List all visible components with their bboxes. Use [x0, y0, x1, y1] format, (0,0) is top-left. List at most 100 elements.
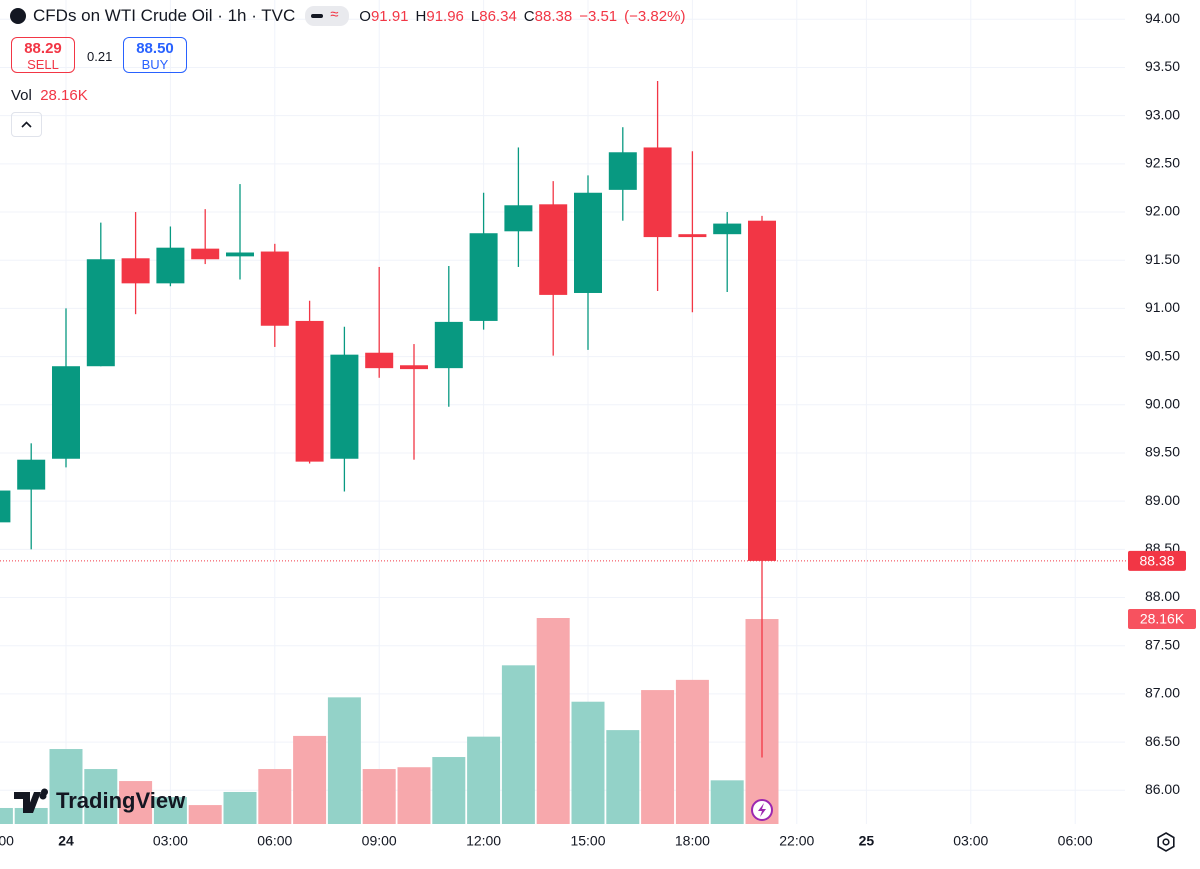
- volume-bar: [84, 769, 118, 824]
- y-tick-label: 92.00: [1145, 203, 1180, 219]
- volume-bar: [501, 665, 535, 824]
- ohlc-low: L86.34: [471, 8, 517, 25]
- volume-bar: [327, 697, 361, 824]
- ohlc-label: C: [523, 7, 535, 25]
- x-tick-label: 22:00: [779, 833, 814, 849]
- y-tick-label: 94.00: [1145, 10, 1180, 26]
- volume-bar: [432, 757, 466, 824]
- y-tick-label: 89.00: [1145, 492, 1180, 508]
- sell-price: 88.29: [24, 40, 62, 57]
- y-tick-label: 91.50: [1145, 251, 1180, 267]
- buy-button[interactable]: 88.50 BUY: [123, 37, 187, 73]
- y-tick-label: 86.50: [1145, 733, 1180, 749]
- ohlc-open: O91.91: [359, 8, 408, 25]
- ohlc-value: 86.34: [479, 7, 517, 25]
- y-tick-label: 90.00: [1145, 395, 1180, 411]
- legend-header: CFDs on WTI Crude Oil · 1h · TVC ≈ O91.9…: [10, 6, 692, 26]
- symbol-icon: [10, 8, 26, 24]
- buy-label: BUY: [141, 57, 169, 72]
- ohlc-value: 91.96: [426, 7, 464, 25]
- volume-badge: [1128, 609, 1196, 630]
- candle-body: [504, 205, 533, 232]
- ohlc-high: H91.96: [416, 8, 464, 25]
- y-tick-label: 92.50: [1145, 155, 1180, 171]
- volume-layer: [0, 618, 779, 824]
- y-tick-label: 88.00: [1145, 588, 1180, 604]
- volume-bar: [153, 797, 187, 824]
- watermark: TradingView: [56, 788, 186, 813]
- x-tick-label: 03:00: [953, 833, 988, 849]
- volume-bar: [258, 769, 292, 824]
- candle-body: [365, 352, 394, 369]
- volume-bar: [14, 807, 48, 824]
- label-layer: 86.00 86.50 87.00 87.50 88.00 88.50 89.00 89.50…: [0, 10, 1196, 849]
- y-tick-label: 93.00: [1145, 106, 1180, 122]
- volume-bar: [675, 679, 709, 824]
- last-price-badge: [1128, 550, 1186, 571]
- volume-badge-label: 28.16K: [1140, 611, 1185, 627]
- candle-body: [434, 321, 463, 369]
- ohlc-label: H: [415, 7, 427, 25]
- volume-bar: [49, 749, 83, 824]
- x-tick-label: 06:00: [1058, 833, 1093, 849]
- candle-layer: [0, 80, 1128, 758]
- y-tick-label: 86.00: [1145, 781, 1180, 797]
- candle-body: [226, 252, 254, 257]
- volume-bar: [293, 735, 327, 824]
- volume-bar: [467, 736, 501, 824]
- sell-label: SELL: [27, 57, 59, 72]
- ohlc-label: O: [359, 7, 371, 25]
- spread: 0.21: [87, 49, 113, 64]
- compare-pill[interactable]: ≈: [305, 6, 350, 26]
- change: −3.51: [579, 7, 618, 25]
- volume-bar: [119, 781, 153, 824]
- volume-bar: [0, 807, 13, 824]
- bolt-icon[interactable]: [751, 799, 773, 821]
- x-tick-label: 25: [859, 833, 875, 849]
- volume-bar: [188, 805, 222, 824]
- ohlc-label: L: [470, 7, 480, 25]
- candle-body: [678, 234, 707, 238]
- volume-bar: [362, 769, 396, 824]
- x-tick-label: 12:00: [466, 833, 501, 849]
- symbol-title[interactable]: CFDs on WTI Crude Oil · 1h · TVC: [33, 6, 296, 25]
- candle-body: [643, 147, 672, 238]
- y-tick-label: 91.00: [1145, 299, 1180, 315]
- x-tick-label: 15:00: [570, 833, 605, 849]
- volume-bar: [710, 780, 744, 824]
- y-tick-label: 90.50: [1145, 347, 1180, 363]
- settings-icon[interactable]: [1157, 832, 1175, 852]
- collapse-button[interactable]: [11, 112, 42, 137]
- last-price-label: 88.38: [1139, 553, 1174, 569]
- candle-body: [608, 152, 637, 190]
- candle-body: [0, 490, 11, 523]
- candle-body: [295, 320, 324, 462]
- volume-bar: [641, 690, 675, 824]
- candle-body: [17, 459, 46, 490]
- change-percent: (−3.82%): [624, 7, 686, 25]
- ohlc-value: 91.91: [370, 7, 409, 25]
- candle-body: [260, 251, 289, 326]
- candle-body: [156, 247, 185, 284]
- x-tick-label: 24: [58, 833, 74, 849]
- watermark-logo: TradingView: [14, 788, 186, 813]
- y-tick-label: 93.50: [1145, 58, 1180, 74]
- volume-bar: [606, 730, 640, 824]
- ohlc-close: C88.38: [524, 8, 572, 25]
- x-tick-label: 18:00: [675, 833, 710, 849]
- volume-value: 28.16K: [40, 87, 88, 104]
- x-tick-label: 09:00: [362, 833, 397, 849]
- y-tick-label: 89.50: [1145, 444, 1180, 460]
- sell-button[interactable]: 88.29 SELL: [11, 37, 75, 73]
- x-tick-label: 03:00: [153, 833, 188, 849]
- y-tick-label: 87.50: [1145, 636, 1180, 652]
- candle-body: [469, 233, 498, 321]
- volume-bar: [571, 701, 605, 824]
- volume-bar: [223, 791, 257, 824]
- candle-body: [713, 223, 742, 235]
- x-tick-label: 22:00: [0, 833, 14, 849]
- ohlc-value: 88.38: [534, 7, 573, 25]
- buy-price: 88.50: [136, 40, 174, 57]
- candle-body: [330, 354, 359, 459]
